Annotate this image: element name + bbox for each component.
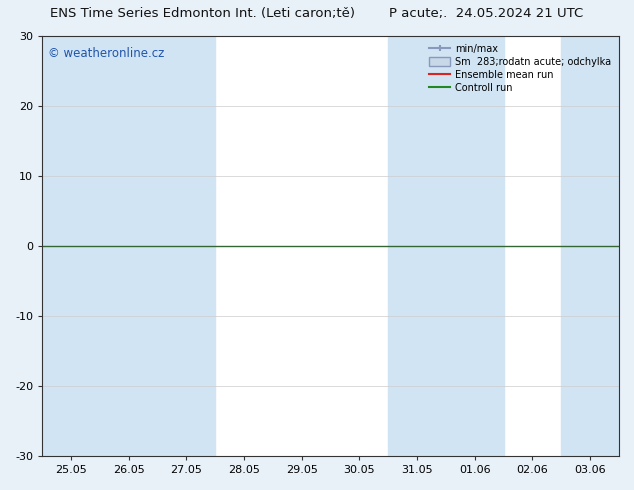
- Bar: [100, 36, 157, 456]
- Bar: [157, 36, 215, 456]
- Bar: [388, 36, 446, 456]
- Bar: [42, 36, 100, 456]
- Bar: [561, 36, 619, 456]
- Legend: min/max, Sm  283;rodatn acute; odchylka, Ensemble mean run, Controll run: min/max, Sm 283;rodatn acute; odchylka, …: [426, 41, 614, 96]
- Bar: [446, 36, 503, 456]
- Text: ENS Time Series Edmonton Int. (Leti caron;tě)        P acute;.  24.05.2024 21 UT: ENS Time Series Edmonton Int. (Leti caro…: [50, 7, 584, 21]
- Text: © weatheronline.cz: © weatheronline.cz: [48, 47, 164, 60]
